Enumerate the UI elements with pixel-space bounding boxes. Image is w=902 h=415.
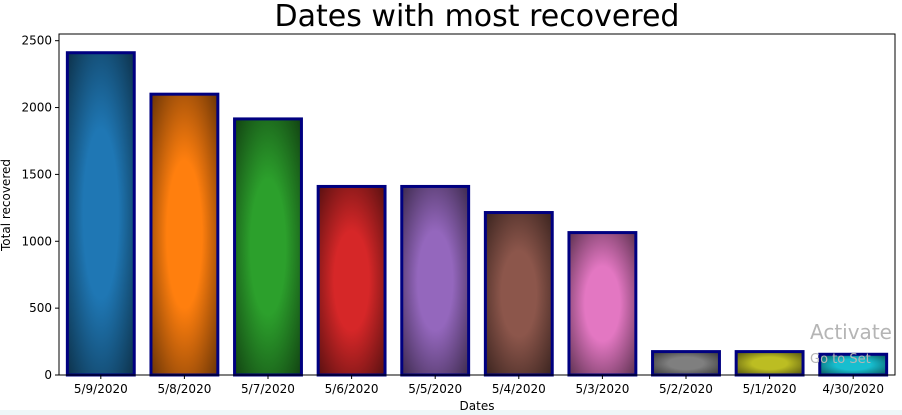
x-tick-label: 5/7/2020 <box>241 382 295 396</box>
x-tick-label: 5/6/2020 <box>325 382 379 396</box>
bar-5-9-2020 <box>65 51 136 377</box>
x-tick-label: 5/3/2020 <box>575 382 629 396</box>
watermark-settings: Go to Set <box>810 352 871 367</box>
y-tick-label: 1500 <box>21 167 52 181</box>
x-tick-label: 4/30/2020 <box>822 382 884 396</box>
chart-title: Dates with most recovered <box>275 0 680 34</box>
bars-group <box>65 51 889 377</box>
y-tick-label: 0 <box>44 368 52 382</box>
bottom-strip <box>0 410 902 415</box>
bar-5-3-2020 <box>567 231 638 377</box>
y-tick-label: 1000 <box>21 234 52 248</box>
y-axis-label: Total recovered <box>0 159 13 252</box>
x-tick-label: 5/1/2020 <box>743 382 797 396</box>
bar-5-6-2020 <box>316 184 387 377</box>
x-tick-label: 5/4/2020 <box>492 382 546 396</box>
x-tick-label: 5/5/2020 <box>408 382 462 396</box>
bar-5-8-2020 <box>149 92 220 377</box>
watermark-activate: Activate <box>810 320 892 344</box>
y-tick-label: 500 <box>29 301 52 315</box>
x-tick-label: 5/9/2020 <box>74 382 128 396</box>
bar-5-5-2020 <box>400 184 471 377</box>
plot-frame <box>58 33 896 376</box>
y-ticks-group: 0 500 1000 1500 2000 2500 <box>21 34 59 382</box>
bar-5-1-2020 <box>734 350 805 377</box>
bar-5-7-2020 <box>233 117 303 377</box>
bar-5-4-2020 <box>483 211 554 377</box>
x-ticks-group: 5/9/2020 5/8/2020 5/7/2020 5/6/2020 5/5/2020… <box>74 375 884 396</box>
x-tick-label: 5/2/2020 <box>659 382 713 396</box>
bar-5-2-2020 <box>651 350 721 377</box>
x-axis-label: Dates <box>460 399 495 413</box>
x-tick-label: 5/8/2020 <box>157 382 211 396</box>
y-tick-label: 2500 <box>21 34 52 48</box>
y-tick-label: 2000 <box>21 101 52 115</box>
